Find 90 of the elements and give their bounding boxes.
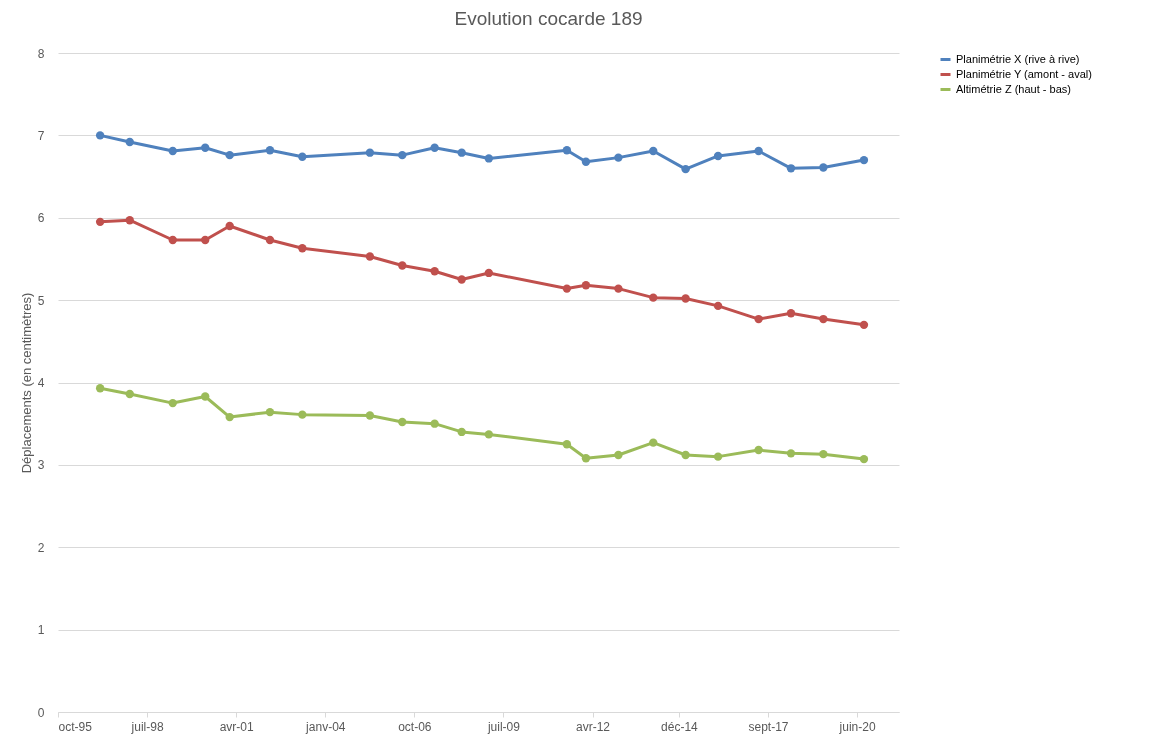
point [819,163,828,172]
x-tick-label: avr-12 [576,719,611,734]
point [225,221,234,231]
point [649,293,658,302]
x-tick-label: juin-20 [838,719,876,734]
point [365,252,375,261]
x-tick-label: oct-06 [398,719,432,734]
point [819,449,828,459]
point [430,419,439,428]
x-tick-label: juil-09 [486,719,521,734]
x-tick-label: déc-14 [661,719,699,734]
point [265,146,275,155]
point [225,412,234,422]
x-tick-label: janv-04 [305,719,346,734]
point [298,410,307,419]
point [484,268,494,278]
point [819,314,828,324]
point [562,284,572,293]
y-tick-label: 3 [37,458,45,473]
point [398,261,407,270]
x-tick-label: oct-95 [58,719,93,734]
point [562,440,572,449]
y-tick-label: 6 [37,211,45,226]
point [265,235,275,245]
point [713,452,723,461]
point [649,146,658,156]
point [201,235,210,245]
point [398,150,407,160]
point [95,217,105,227]
point [125,216,134,225]
x-tick-label: sept-17 [748,719,789,734]
point [430,267,439,276]
x-tick-label: juil-98 [130,719,164,734]
point [365,411,375,420]
point [484,154,494,163]
point [95,384,105,393]
point [298,244,307,253]
point [681,450,690,460]
y-tick-label: 5 [37,293,45,308]
point [457,427,466,437]
point [581,281,591,290]
point [457,148,466,157]
point [786,309,796,318]
y-tick-label: 1 [37,623,45,638]
point [365,148,375,157]
point [681,294,690,303]
point [614,153,623,162]
point [649,438,658,447]
x-tick-label: avr-01 [219,719,254,734]
point [614,284,623,293]
point [754,314,763,324]
point [581,157,591,166]
chart-title: Evolution cocarde 189 [454,8,643,29]
y-tick-label: 8 [37,46,45,61]
point [681,164,690,174]
point [713,301,723,311]
point [484,430,494,439]
point [754,445,763,455]
point [125,389,134,399]
y-axis-title: Déplacements (en centimètres) [18,292,34,474]
point [457,275,466,284]
point [859,155,869,165]
point [581,454,591,463]
point [713,151,723,161]
point [859,320,869,330]
point [614,450,623,460]
point [201,392,210,401]
point [786,449,796,458]
point [168,398,177,408]
point [201,143,210,152]
point [430,143,439,152]
y-tick-label: 7 [37,128,45,143]
legend-label: Planimétrie Y (amont - aval) [956,67,1092,80]
point [265,407,275,417]
y-tick-label: 4 [37,376,45,390]
point [562,146,572,155]
point [786,164,796,173]
point [225,150,234,160]
point [168,146,177,156]
point [95,131,105,140]
point [398,417,407,427]
legend-label: Planimétrie X (rive à rive) [956,52,1080,65]
point [859,454,869,464]
legend-label: Altimétrie Z (haut - bas) [956,82,1071,95]
point [125,137,134,147]
y-tick-label: 0 [37,705,45,720]
point [298,152,307,161]
y-tick-label: 2 [37,540,45,555]
point [754,146,763,156]
point [168,235,177,245]
